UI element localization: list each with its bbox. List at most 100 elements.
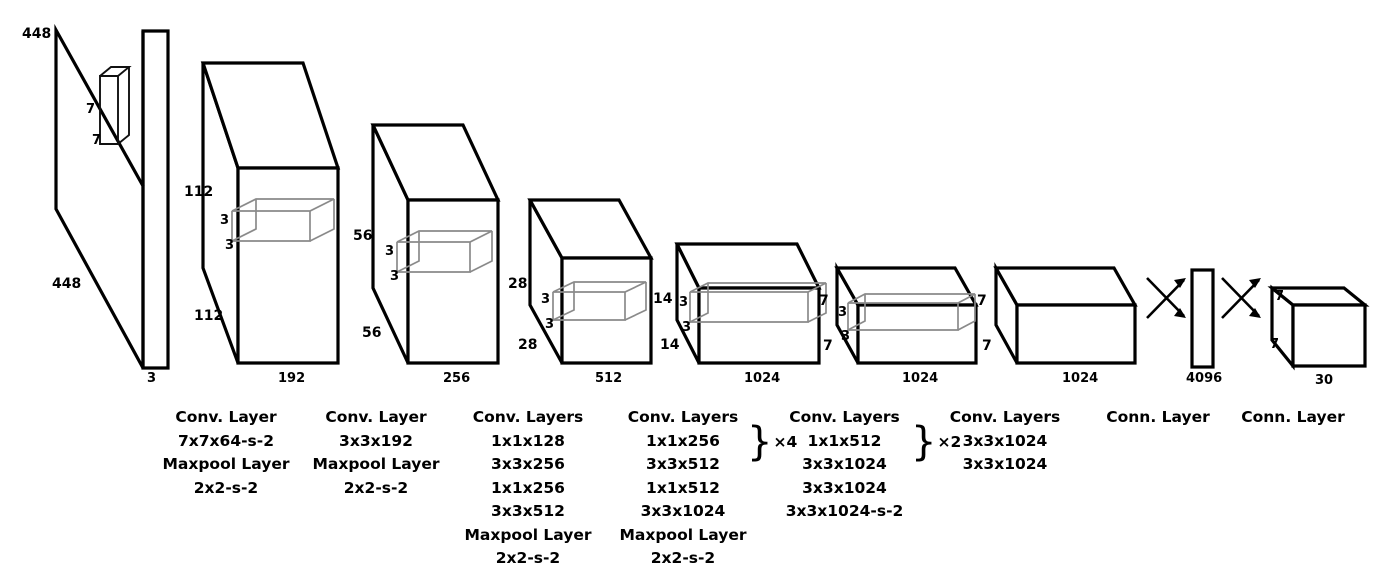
conv2-block: 56 56 256 3 3 xyxy=(353,123,501,386)
output-depth-label: 7 xyxy=(1270,337,1279,352)
arrow-down-line xyxy=(1146,277,1185,317)
conv1-block: 112 112 192 3 3 xyxy=(184,61,341,386)
conv4-front-face xyxy=(697,286,821,365)
caption-line: 3x3x512 xyxy=(491,502,565,521)
input-kernel-h-label: 7 xyxy=(86,102,95,117)
caption-line: 2x2-s-2 xyxy=(650,549,716,568)
conv3-front-face xyxy=(560,256,653,365)
conv6-depth-label: 7 xyxy=(982,338,992,354)
kernel-side xyxy=(117,67,130,145)
output-front-face xyxy=(1291,303,1367,368)
fc-rect xyxy=(1190,268,1215,369)
conv1-kernel-3x3 xyxy=(231,198,335,243)
conv5-block: 7 7 1024 3 3 xyxy=(819,261,979,386)
arrow-up-line xyxy=(1221,279,1260,319)
output-width-label: 30 xyxy=(1315,373,1333,388)
caption-conv1: Conv. Layer 7x7x64-s-2 Maxpool Layer 2x2… xyxy=(140,406,312,500)
caption-line: Conv. Layer xyxy=(175,408,277,426)
kernel-left xyxy=(847,294,866,332)
caption-line: Conv. Layers xyxy=(789,408,900,426)
conv1-kernel-d-label: 3 xyxy=(225,238,234,253)
conv5-top-face xyxy=(834,266,979,307)
conv5-kernel-h-label: 3 xyxy=(838,305,847,320)
caption-conv5: Conv. Layers 1x1x512 3x3x1024 3x3x1024 3… xyxy=(752,406,937,524)
conv6-top-face xyxy=(993,266,1138,307)
conv6-height-label: 7 xyxy=(977,293,987,309)
caption-line: Conn. Layer xyxy=(1241,408,1345,426)
arrow-up-line xyxy=(1146,279,1185,319)
caption-line: 3x3x1024-s-2 xyxy=(785,502,904,521)
caption-line: 3x3x1024 xyxy=(640,502,726,521)
conv1-width-label: 192 xyxy=(278,371,305,386)
conv4-kernel-d-label: 3 xyxy=(682,320,691,335)
kernel-right xyxy=(624,282,647,321)
caption-line: Conv. Layer xyxy=(325,408,427,426)
kernel-right xyxy=(957,294,976,331)
kernel-left xyxy=(552,282,575,322)
kernel-right xyxy=(309,199,335,242)
caption-line: Maxpool Layer xyxy=(619,525,747,544)
conv4-kernel-h-label: 3 xyxy=(679,295,688,310)
arrow-down-head xyxy=(1249,308,1261,318)
kernel-left xyxy=(396,231,420,274)
caption-conv2: Conv. Layer 3x3x192 Maxpool Layer 2x2-s-… xyxy=(290,406,462,500)
conv6-block: 7 7 1024 xyxy=(977,261,1138,386)
caption-line: 2x2-s-2 xyxy=(193,478,259,497)
output-height-label: 7 xyxy=(1275,289,1284,304)
input-depth-label: 448 xyxy=(52,276,81,292)
conv5-height-label: 7 xyxy=(819,293,829,309)
conv5-kernel-d-label: 3 xyxy=(841,329,850,344)
repeat-brace-4: }×4 xyxy=(747,419,797,465)
caption-line: 3x3x256 xyxy=(491,455,565,474)
kernel-left xyxy=(689,283,709,324)
conv2-kernel-3x3 xyxy=(396,230,493,274)
conv3-depth-label: 28 xyxy=(518,337,537,353)
crossing-arrows-1 xyxy=(1146,277,1186,319)
conv3-block: 28 28 512 3 3 xyxy=(508,198,654,386)
caption-line: 1x1x512 xyxy=(646,478,720,497)
kernel-right xyxy=(807,283,827,323)
caption-line: 3x3x192 xyxy=(339,431,413,450)
arrow-down-head xyxy=(1174,308,1186,318)
conv4-block: 14 14 1024 3 3 xyxy=(653,242,827,386)
caption-line: 3x3x1024 xyxy=(962,431,1048,450)
caption-line: 3x3x1024 xyxy=(802,478,887,497)
conv5-front-face xyxy=(856,303,978,365)
arrow-up-head xyxy=(1249,278,1261,288)
fc-width-label: 4096 xyxy=(1186,371,1222,386)
conv4-kernel-3x3 xyxy=(689,282,827,324)
conv3-kernel-h-label: 3 xyxy=(541,292,550,307)
conv2-kernel-d-label: 3 xyxy=(390,269,399,284)
caption-conv4: Conv. Layers 1x1x256 3x3x512 1x1x512 3x3… xyxy=(597,406,769,571)
repeat-multiplier: ×2 xyxy=(937,433,962,451)
caption-line: 1x1x256 xyxy=(646,431,720,450)
caption-conv6: Conv. Layers 3x3x1024 3x3x1024 xyxy=(915,406,1095,477)
kernel-right xyxy=(469,231,493,273)
caption-line: 1x1x512 xyxy=(807,431,882,450)
conv4-top-face xyxy=(674,242,822,290)
conv1-front-face xyxy=(236,166,340,365)
kernel-left xyxy=(231,199,257,243)
conv2-width-label: 256 xyxy=(443,371,470,386)
arrow-up-head xyxy=(1174,278,1186,288)
conv6-width-label: 1024 xyxy=(1062,371,1098,386)
conv4-depth-label: 14 xyxy=(660,337,680,353)
output-tensor-block: 7 7 30 xyxy=(1267,284,1370,388)
conv5-depth-label: 7 xyxy=(823,338,833,354)
conv4-width-label: 1024 xyxy=(744,371,780,386)
caption-conn1: Conn. Layer xyxy=(1083,406,1233,430)
caption-line: Maxpool Layer xyxy=(162,455,290,474)
conv3-width-label: 512 xyxy=(595,371,622,386)
caption-line: Conv. Layers xyxy=(627,408,739,426)
caption-line: 3x3x512 xyxy=(646,455,720,474)
conv3-height-label: 28 xyxy=(508,276,527,292)
brace-glyph: } xyxy=(911,419,937,465)
caption-conn2: Conn. Layer xyxy=(1218,406,1368,430)
conv2-front-face xyxy=(406,198,500,365)
brace-glyph: } xyxy=(747,419,773,465)
fully-connected-4096-block: 4096 xyxy=(1186,268,1222,386)
caption-line: Conv. Layers xyxy=(472,408,584,426)
conv1-kernel-h-label: 3 xyxy=(220,213,229,228)
